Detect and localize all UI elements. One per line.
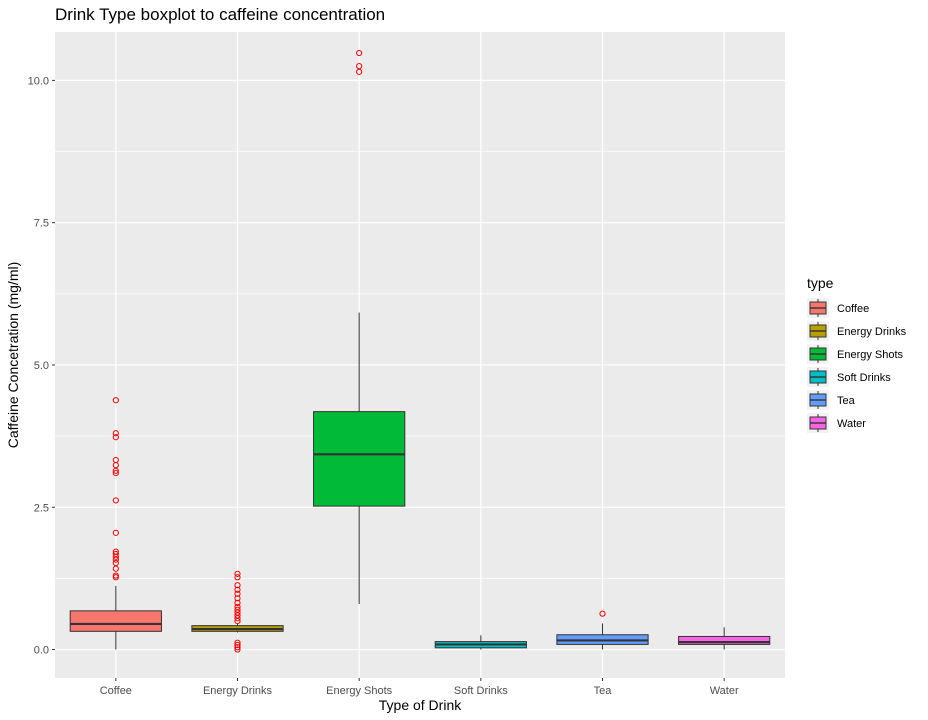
y-tick-label: 10.0 [28,75,49,87]
box-coffee [69,397,162,650]
legend-item: Coffee [807,298,869,318]
x-tick-label: Energy Shots [326,685,393,697]
legend-label: Tea [837,395,856,407]
outlier-point [112,550,119,558]
outlier-point [112,470,119,477]
x-tick-label: Tea [594,685,613,697]
outlier-point [112,397,119,404]
x-axis: Coffee Energy Drinks Energy Shots Soft Drin… [100,678,739,697]
outlier-point [234,606,241,613]
legend-item: Soft Drinks [807,367,891,387]
x-tick-label: Coffee [100,685,132,697]
legend-label: Energy Drinks [837,326,907,338]
y-axis-title: Caffeine Concetration (mg/ml) [5,262,21,448]
outlier-point [234,646,241,653]
x-axis-title: Type of Drink [379,697,462,713]
box-soft-drinks [434,635,527,650]
y-axis: 0.0 2.5 5.0 7.5 10.0 [28,75,55,657]
box-water [678,627,771,650]
chart-title: Drink Type boxplot to caffeine concentra… [55,5,385,24]
outlier-point [234,599,241,606]
x-tick-label: Energy Drinks [203,685,273,697]
outlier-point [112,434,119,441]
outlier-point [234,603,241,610]
box-iqr [678,635,771,645]
box-energy-drinks [191,570,284,653]
outlier-point [234,586,241,593]
legend-item: Energy Drinks [807,321,907,341]
outlier-point [599,610,606,617]
plot-panel [55,32,785,678]
outlier-point [234,595,241,602]
outlier-point [234,574,241,581]
box-tea [556,610,649,650]
outlier-point [112,574,119,581]
outlier-point [234,639,241,646]
boxes [69,49,771,653]
legend-label: Energy Shots [837,349,904,361]
grid-lines [55,32,785,678]
legend-item: Water [807,413,866,433]
outlier-point [112,572,119,579]
outlier-point [112,529,119,536]
outlier-point [234,582,241,589]
outlier-point [234,644,241,651]
box-iqr [69,610,162,632]
x-tick-label: Soft Drinks [454,685,508,697]
y-tick-label: 7.5 [34,218,49,230]
outlier-point [234,590,241,597]
box-iqr [313,411,406,507]
y-tick-label: 0.0 [34,645,49,657]
legend-label: Coffee [837,303,869,315]
outlier-point [234,641,241,649]
outlier-point [356,63,363,70]
legend-label: Water [837,418,866,430]
legend-item: Energy Shots [807,344,904,364]
outlier-point [112,548,119,555]
x-tick-label: Water [710,685,739,697]
legend-item: Tea [807,390,856,410]
legend: type Coffee Energy Drinks Energy Shots Soft… [807,275,907,433]
outlier-point [356,49,363,57]
legend-title: type [807,275,834,291]
box-energy-shots [313,49,406,605]
outlier-point [234,570,241,577]
outlier-point [112,559,119,567]
outlier-point [112,456,119,464]
outlier-point [112,430,119,437]
legend-label: Soft Drinks [837,372,891,384]
y-tick-label: 2.5 [34,502,49,514]
y-tick-label: 5.0 [34,360,49,372]
outlier-point [112,497,119,504]
